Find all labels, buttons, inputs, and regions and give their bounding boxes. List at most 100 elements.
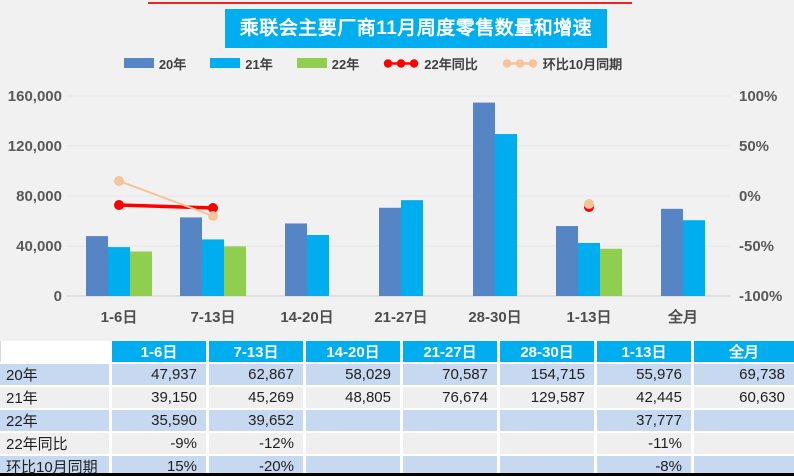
table-cell [694,456,794,476]
table-cell [500,456,597,476]
category-label: 28-30日 [468,309,521,326]
legend-bar-swatch [210,58,241,68]
table-cell: -9% [112,433,209,456]
line-point [114,200,124,210]
bar [683,220,705,296]
right-axis-tick: 50% [739,138,769,155]
table-cell: 45,269 [209,387,306,410]
row-label-cell: 21年 [0,387,112,410]
legend-label: 21年 [245,56,273,72]
legend-label: 22年同比 [424,56,478,72]
category-label: 1-6日 [101,309,138,326]
bar [130,251,152,296]
legend-item-3: 22年同比 [383,54,478,73]
title-row: 乘联会主要厂商11月周度零售数量和增速 [0,0,794,48]
legend-line-swatch [384,58,419,68]
bar [202,239,224,296]
line-point [208,203,218,213]
table-cell: 42,445 [597,387,694,410]
bar [661,208,683,296]
bar [495,134,517,296]
legend-label: 22年 [331,56,360,72]
row-label-cell: 环比10月同期 [0,456,112,476]
table-header-row: 1-6日 7-13日 14-20日 21-27日 28-30日 1-13日 全月 [0,341,794,364]
table-cell: -8% [597,456,694,476]
row-label-cell: 22年同比 [0,433,112,456]
table-row: 22年 35,590 39,652 37,777 [0,410,794,433]
table-cell: 58,029 [306,364,403,387]
table-cell: 154,715 [500,364,597,387]
table-header-cell: 1-13日 [597,341,694,364]
left-axis-tick: 80,000 [16,188,62,205]
table-cell [306,433,403,456]
table-cell [500,410,597,433]
table-cell [500,433,597,456]
table-cell: 48,805 [306,387,403,410]
table-row: 22年同比 -9% -12% -11% [0,433,794,456]
table-bottom-border [0,473,794,476]
table-header-cell: 全月 [694,341,794,364]
table-cell: 76,674 [403,387,500,410]
table-cell [306,410,403,433]
table-cell: 39,652 [209,410,306,433]
combo-chart: 0 -100% 40,000 -50% 80,000 0% 120,000 50% 160,00… [8,88,783,326]
bar [108,247,130,296]
category-label: 7-13日 [190,309,235,326]
bar [578,242,600,296]
right-axis-tick: 0% [739,188,761,205]
bar [600,248,622,296]
table-cell: 47,937 [112,364,209,387]
category-label: 全月 [667,308,698,326]
table-row: 21年 39,150 45,269 48,805 76,674 129,587 42,445… [0,387,794,410]
table-cell [694,410,794,433]
line-segment [118,180,214,217]
bar [224,246,246,296]
chart-legend: 20年 21年 22年 22年同比 环比10月同期 [0,54,794,72]
table-header-cell: 7-13日 [209,341,306,364]
legend-bar-swatch [296,58,327,68]
table-cell [694,433,794,456]
table-cell: -11% [597,433,694,456]
left-axis-tick: 160,000 [8,88,62,105]
bar [307,234,329,296]
table-cell: -12% [209,433,306,456]
table-cell [403,410,500,433]
category-label: 21-27日 [374,309,427,326]
line-segment [118,203,214,210]
chart-title: 乘联会主要厂商11月周度零售数量和增速 [224,9,608,48]
legend-bar-swatch [123,58,154,68]
left-axis-tick: 40,000 [16,238,62,255]
legend-item-1: 21年 [210,54,273,73]
legend-line-swatch [502,58,537,68]
legend-item-2: 22年 [296,54,360,73]
table-header-cell: 14-20日 [306,341,403,364]
bar [473,102,495,296]
table-cell: -20% [209,456,306,476]
table-cell [306,456,403,476]
legend-label: 环比10月同期 [542,56,623,72]
table-cell: 37,777 [597,410,694,433]
table-row: 环比10月同期 15% -20% -8% [0,456,794,476]
table-cell: 35,590 [112,410,209,433]
right-axis-tick: -50% [739,238,774,255]
table-cell [403,456,500,476]
table-corner-cell [0,341,112,364]
row-label-cell: 20年 [0,364,112,387]
table-cell: 70,587 [403,364,500,387]
line-point [208,211,218,221]
table-cell: 39,150 [112,387,209,410]
top-accent-line [148,2,632,4]
bar [556,226,578,296]
table-cell: 60,630 [694,387,794,410]
right-axis-tick: -100% [739,288,782,305]
row-label-cell: 22年 [0,410,112,433]
category-label: 14-20日 [280,309,333,326]
legend-label: 20年 [158,56,187,72]
right-axis-tick: 100% [739,88,777,105]
bar [401,200,423,296]
table-header-cell: 28-30日 [500,341,597,364]
bar [180,217,202,296]
left-axis-tick: 0 [54,288,62,305]
left-axis-tick: 120,000 [8,138,62,155]
